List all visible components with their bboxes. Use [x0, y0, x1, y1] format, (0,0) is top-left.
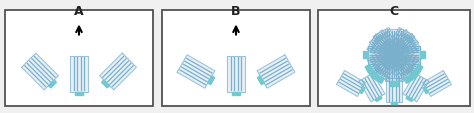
Polygon shape — [368, 46, 420, 64]
Polygon shape — [373, 28, 415, 82]
Polygon shape — [177, 55, 215, 88]
Polygon shape — [22, 54, 58, 90]
Polygon shape — [208, 76, 215, 85]
Polygon shape — [232, 92, 239, 95]
Polygon shape — [368, 46, 420, 64]
Text: C: C — [390, 5, 399, 18]
Polygon shape — [257, 55, 295, 88]
Polygon shape — [406, 96, 413, 102]
Polygon shape — [337, 71, 365, 97]
Polygon shape — [420, 51, 425, 59]
Polygon shape — [367, 34, 421, 76]
Polygon shape — [367, 34, 421, 76]
Polygon shape — [385, 29, 403, 81]
Bar — [162, 10, 310, 106]
Polygon shape — [386, 78, 402, 102]
Polygon shape — [375, 96, 382, 102]
Polygon shape — [423, 87, 428, 94]
Bar — [318, 10, 470, 106]
Polygon shape — [365, 65, 374, 74]
Polygon shape — [70, 56, 88, 92]
Polygon shape — [363, 51, 368, 59]
Polygon shape — [101, 80, 109, 88]
Text: A: A — [74, 5, 84, 18]
Polygon shape — [410, 71, 419, 79]
Polygon shape — [257, 76, 264, 85]
Polygon shape — [415, 65, 423, 74]
Polygon shape — [48, 80, 56, 88]
Bar — [5, 10, 153, 106]
Polygon shape — [404, 76, 413, 84]
Polygon shape — [375, 76, 384, 84]
Polygon shape — [360, 87, 365, 94]
Polygon shape — [369, 71, 378, 79]
Polygon shape — [373, 28, 415, 82]
Polygon shape — [75, 92, 82, 95]
Polygon shape — [391, 102, 397, 104]
Polygon shape — [403, 73, 429, 102]
Polygon shape — [391, 81, 398, 86]
Polygon shape — [227, 56, 245, 92]
Text: B: B — [231, 5, 241, 18]
Polygon shape — [100, 54, 137, 90]
Polygon shape — [369, 31, 419, 80]
Polygon shape — [423, 71, 451, 97]
Polygon shape — [359, 73, 385, 102]
Polygon shape — [369, 31, 419, 80]
